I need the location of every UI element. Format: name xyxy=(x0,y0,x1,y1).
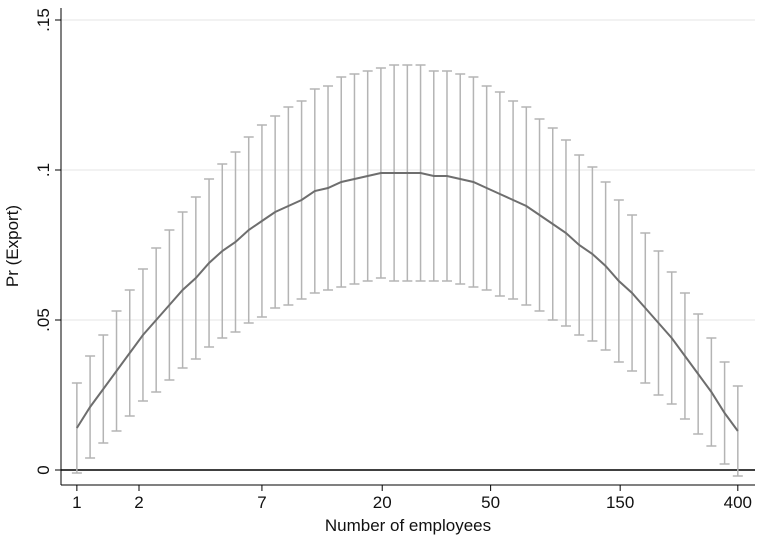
y-tick-label: .15 xyxy=(34,8,53,32)
y-tick-label: .1 xyxy=(34,163,53,177)
line xyxy=(76,172,739,432)
x-tick-label: 20 xyxy=(373,493,392,512)
y-tick-label: 0 xyxy=(34,465,53,474)
y-axis-label: Pr (Export) xyxy=(3,205,22,287)
x-tick-label: 7 xyxy=(257,493,266,512)
y-tick-label: .05 xyxy=(34,308,53,332)
x-tick-label: 50 xyxy=(481,493,500,512)
x-axis-label: Number of employees xyxy=(325,516,491,535)
x-tick-label: 1 xyxy=(72,493,81,512)
x-tick-label: 2 xyxy=(134,493,143,512)
x-tick-label: 400 xyxy=(724,493,752,512)
x-tick-label: 150 xyxy=(606,493,634,512)
